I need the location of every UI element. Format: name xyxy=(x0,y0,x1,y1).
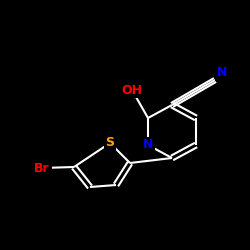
Text: N: N xyxy=(217,66,227,80)
Text: S: S xyxy=(106,136,114,149)
Text: OH: OH xyxy=(122,84,142,96)
Text: Br: Br xyxy=(34,162,50,174)
Text: N: N xyxy=(143,138,153,151)
